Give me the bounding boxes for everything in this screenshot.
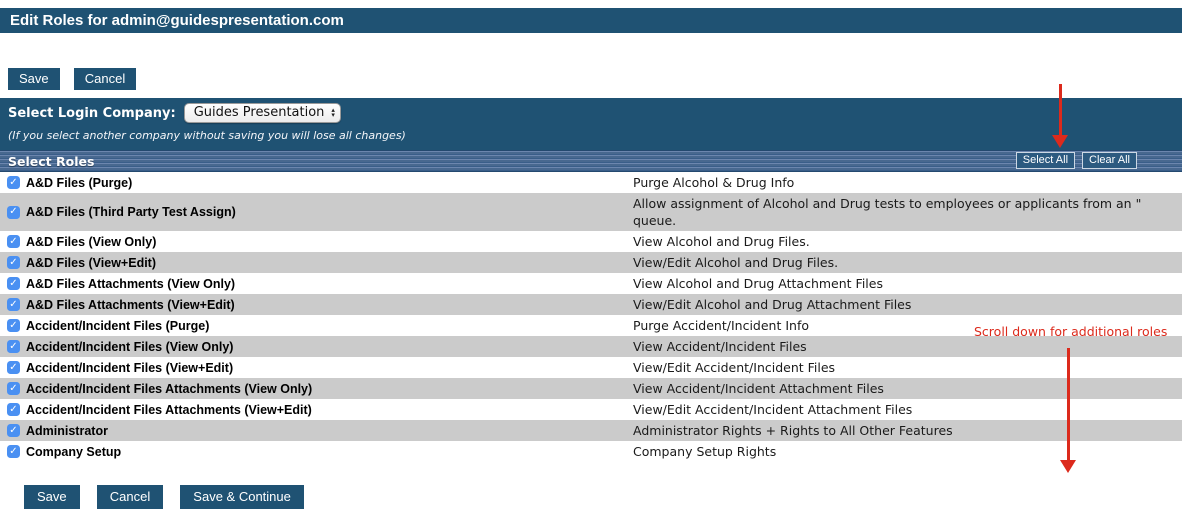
company-section: Select Login Company: Guides Presentatio… [0,98,1182,150]
role-row: A&D Files (Purge) Purge Alcohol & Drug I… [0,172,1182,193]
role-name: A&D Files Attachments (View+Edit) [26,297,235,312]
role-checkbox[interactable] [7,235,20,248]
roles-header-title: Select Roles [8,153,95,169]
role-description: View/Edit Accident/Incident Attachment F… [633,402,913,417]
role-row: Accident/Incident Files (View Only) View… [0,336,1182,357]
role-checkbox[interactable] [7,277,20,290]
role-row: Accident/Incident Files Attachments (Vie… [0,378,1182,399]
role-checkbox[interactable] [7,256,20,269]
company-select-value: Guides Presentation [193,105,325,120]
role-checkbox[interactable] [7,298,20,311]
role-description: View Alcohol and Drug Attachment Files [633,276,883,291]
role-row: Accident/Incident Files (Purge) Purge Ac… [0,315,1182,336]
role-name: Accident/Incident Files (View Only) [26,339,234,354]
role-name: Accident/Incident Files (View+Edit) [26,360,234,375]
page-title: Edit Roles for admin@guidespresentation.… [0,8,1182,33]
role-description: View Accident/Incident Attachment Files [633,381,884,396]
save-button-bottom[interactable]: Save [24,485,80,509]
clear-all-button[interactable]: Clear All [1082,152,1137,169]
role-row: A&D Files Attachments (View Only) View A… [0,273,1182,294]
role-checkbox[interactable] [7,445,20,458]
role-name: Administrator [26,423,108,438]
role-name: A&D Files (Third Party Test Assign) [26,205,236,219]
role-description: View/Edit Alcohol and Drug Files. [633,255,839,270]
cancel-button-bottom[interactable]: Cancel [96,485,164,509]
role-checkbox[interactable] [7,340,20,353]
role-name: Accident/Incident Files Attachments (Vie… [26,402,312,417]
role-description: Allow assignment of Alcohol and Drug tes… [633,196,1142,228]
role-row: A&D Files Attachments (View+Edit) View/E… [0,294,1182,315]
roles-table: A&D Files (Purge) Purge Alcohol & Drug I… [0,172,1182,462]
role-checkbox[interactable] [7,382,20,395]
save-and-continue-button[interactable]: Save & Continue [180,485,304,509]
role-description: View Alcohol and Drug Files. [633,234,810,249]
role-name: A&D Files Attachments (View Only) [26,276,236,291]
role-description: Company Setup Rights [633,444,777,459]
role-description: Purge Accident/Incident Info [633,318,810,333]
cancel-button-top[interactable]: Cancel [73,68,137,90]
select-all-button[interactable]: Select All [1015,152,1076,169]
role-checkbox[interactable] [7,361,20,374]
role-checkbox[interactable] [7,205,20,219]
role-row: A&D Files (View+Edit) View/Edit Alcohol … [0,252,1182,273]
role-name: A&D Files (Purge) [26,175,133,190]
role-description: Purge Alcohol & Drug Info [633,175,795,190]
role-checkbox[interactable] [7,319,20,332]
role-row: Accident/Incident Files (View+Edit) View… [0,357,1182,378]
role-description: View/Edit Alcohol and Drug Attachment Fi… [633,297,912,312]
role-row: Administrator Administrator Rights + Rig… [0,420,1182,441]
role-description: Administrator Rights + Rights to All Oth… [633,423,953,438]
scroll-down-note: Scroll down for additional roles [974,324,1168,339]
role-description: View Accident/Incident Files [633,339,807,354]
role-name: Company Setup [26,444,122,459]
role-name: A&D Files (View+Edit) [26,255,157,270]
save-button-top[interactable]: Save [8,68,60,90]
role-checkbox[interactable] [7,424,20,437]
toolbar-bottom: Save Cancel Save & Continue [24,485,1182,509]
role-checkbox[interactable] [7,176,20,189]
role-row: A&D Files (Third Party Test Assign) Allo… [0,193,1182,231]
role-name: Accident/Incident Files Attachments (Vie… [26,381,313,396]
roles-header-bar: Select Roles Select All Clear All [0,150,1182,172]
role-checkbox[interactable] [7,403,20,416]
role-name: Accident/Incident Files (Purge) [26,318,210,333]
toolbar-top: Save Cancel [8,68,1182,90]
company-select[interactable]: Guides Presentation ▴ ▾ [183,103,341,123]
role-row: A&D Files (View Only) View Alcohol and D… [0,231,1182,252]
role-row: Company Setup Company Setup Rights [0,441,1182,462]
company-select-label: Select Login Company: [8,105,176,121]
dropdown-arrows-icon: ▴ ▾ [331,105,335,119]
role-row: Accident/Incident Files Attachments (Vie… [0,399,1182,420]
unsaved-changes-warning: (If you select another company without s… [8,129,406,142]
role-name: A&D Files (View Only) [26,234,157,249]
role-description: View/Edit Accident/Incident Files [633,360,836,375]
